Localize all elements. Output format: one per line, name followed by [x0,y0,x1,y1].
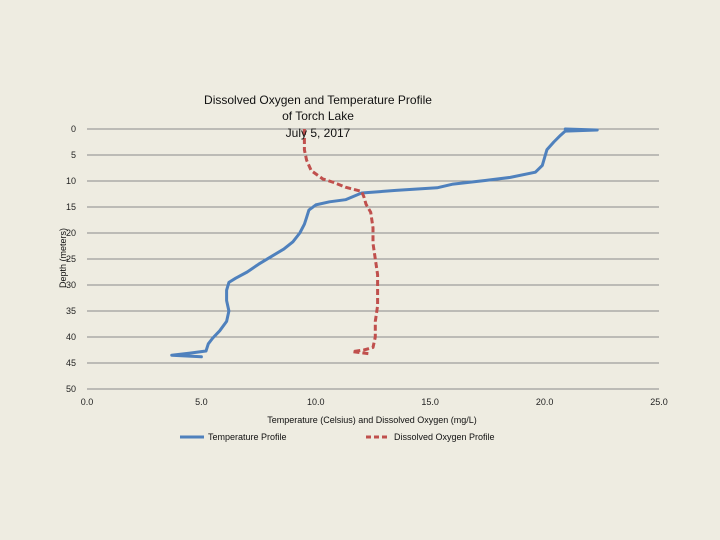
gridlines [87,128,659,390]
y-tick-label: 15 [66,202,76,212]
y-tick-label: 20 [66,228,76,238]
x-tick-label: 25.0 [650,397,668,407]
y-tick-label: 10 [66,176,76,186]
y-tick-label: 5 [71,150,76,160]
y-tick-label: 35 [66,306,76,316]
legend: Temperature Profile Dissolved Oxygen Pro… [180,432,495,442]
x-tick-label: 10.0 [307,397,325,407]
temperature-profile-line [170,127,599,359]
chart-title-line-1: Dissolved Oxygen and Temperature Profile [204,93,432,107]
y-tick-label: 0 [71,124,76,134]
x-tick-labels: 0.0 5.0 10.0 15.0 20.0 25.0 [81,397,668,407]
y-tick-labels: 0 5 10 15 20 25 30 35 40 45 50 [66,124,76,394]
legend-label-oxygen: Dissolved Oxygen Profile [394,432,495,442]
y-tick-label: 40 [66,332,76,342]
chart-title-line-3: July 5, 2017 [286,126,351,140]
x-axis-label: Temperature (Celsius) and Dissolved Oxyg… [267,415,477,425]
dissolved-oxygen-profile-line [302,129,380,356]
x-tick-label: 15.0 [421,397,439,407]
y-tick-label: 25 [66,254,76,264]
y-tick-label: 30 [66,280,76,290]
x-tick-label: 0.0 [81,397,94,407]
legend-label-temperature: Temperature Profile [208,432,287,442]
x-tick-label: 5.0 [195,397,208,407]
chart-title-line-2: of Torch Lake [282,109,354,123]
x-tick-label: 20.0 [536,397,554,407]
y-tick-label: 50 [66,384,76,394]
y-tick-label: 45 [66,358,76,368]
y-axis-label: Depth (meters) [58,228,68,288]
series-lines [170,127,599,359]
